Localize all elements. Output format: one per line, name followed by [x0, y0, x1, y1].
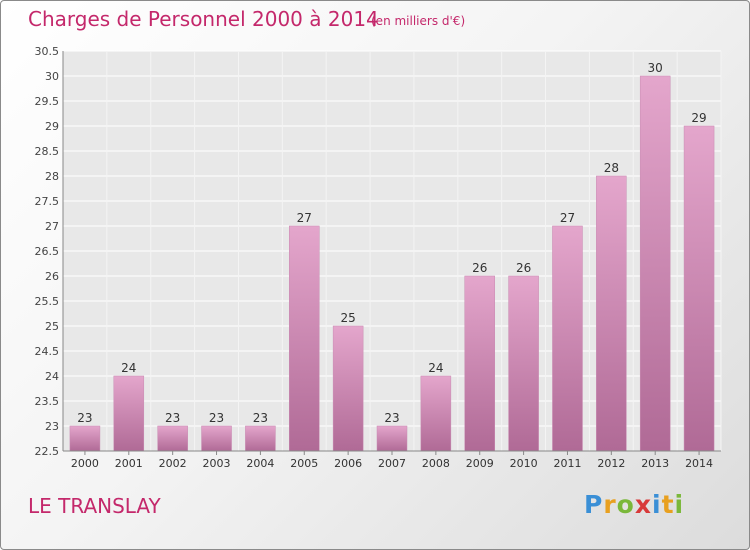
bar-value-label: 28 — [604, 161, 619, 175]
y-tick-label: 28.5 — [35, 145, 60, 158]
bar — [245, 425, 276, 452]
bar-value-label: 30 — [648, 61, 663, 75]
x-tick-label: 2000 — [71, 457, 99, 470]
x-tick-label: 2014 — [685, 457, 713, 470]
bar — [552, 225, 583, 452]
bar-value-label: 26 — [516, 261, 531, 275]
bar — [596, 175, 627, 452]
bar-value-label: 23 — [77, 411, 92, 425]
y-tick-label: 24 — [45, 370, 59, 383]
y-tick-label: 25 — [45, 320, 59, 333]
bar — [683, 125, 715, 452]
y-tick-label: 23 — [45, 420, 59, 433]
bar-value-label: 23 — [253, 411, 268, 425]
bar-value-label: 23 — [384, 411, 399, 425]
y-tick-label: 22.5 — [35, 445, 60, 458]
y-tick-label: 30 — [45, 70, 59, 83]
bar — [113, 375, 145, 452]
bar-value-label: 27 — [560, 211, 575, 225]
x-tick-label: 2003 — [203, 457, 231, 470]
chart-subtitle: (en milliers d'€) — [371, 14, 466, 28]
bar-value-label: 24 — [428, 361, 443, 375]
y-tick-label: 26 — [45, 270, 59, 283]
x-tick-label: 2009 — [466, 457, 494, 470]
bar-value-label: 29 — [691, 111, 706, 125]
bar — [69, 425, 101, 452]
x-tick-label: 2001 — [115, 457, 143, 470]
bar — [508, 275, 539, 452]
y-tick-label: 24.5 — [35, 345, 60, 358]
bar — [332, 325, 364, 452]
x-tick-label: 2008 — [422, 457, 450, 470]
place-name: LE TRANSLAY — [28, 494, 161, 518]
y-tick-label: 30.5 — [35, 45, 60, 58]
x-tick-label: 2011 — [553, 457, 581, 470]
bar — [157, 425, 188, 452]
bar — [464, 275, 495, 452]
y-tick-label: 28 — [45, 170, 59, 183]
y-tick-label: 29 — [45, 120, 59, 133]
bar-value-label: 26 — [472, 261, 487, 275]
x-tick-label: 2013 — [641, 457, 669, 470]
y-tick-label: 23.5 — [35, 395, 60, 408]
bar — [201, 425, 232, 452]
x-tick-label: 2007 — [378, 457, 406, 470]
y-tick-label: 25.5 — [35, 295, 60, 308]
bar — [376, 425, 408, 452]
x-tick-label: 2002 — [159, 457, 187, 470]
x-tick-label: 2012 — [597, 457, 625, 470]
bar-value-label: 25 — [340, 311, 355, 325]
bar-value-label: 27 — [297, 211, 312, 225]
x-tick-label: 2010 — [510, 457, 538, 470]
x-tick-label: 2005 — [290, 457, 318, 470]
bar — [420, 375, 452, 452]
y-tick-label: 26.5 — [35, 245, 60, 258]
y-tick-label: 27 — [45, 220, 59, 233]
bar — [289, 225, 320, 452]
x-tick-label: 2006 — [334, 457, 362, 470]
bar-value-label: 24 — [121, 361, 136, 375]
bar — [639, 75, 671, 452]
y-tick-label: 29.5 — [35, 95, 60, 108]
bar-value-label: 23 — [209, 411, 224, 425]
chart-title: Charges de Personnel 2000 à 2014 — [28, 7, 379, 31]
x-tick-label: 2004 — [246, 457, 274, 470]
proxiti-logo: Proxiti — [584, 490, 685, 519]
y-tick-label: 27.5 — [35, 195, 60, 208]
bar-value-label: 23 — [165, 411, 180, 425]
